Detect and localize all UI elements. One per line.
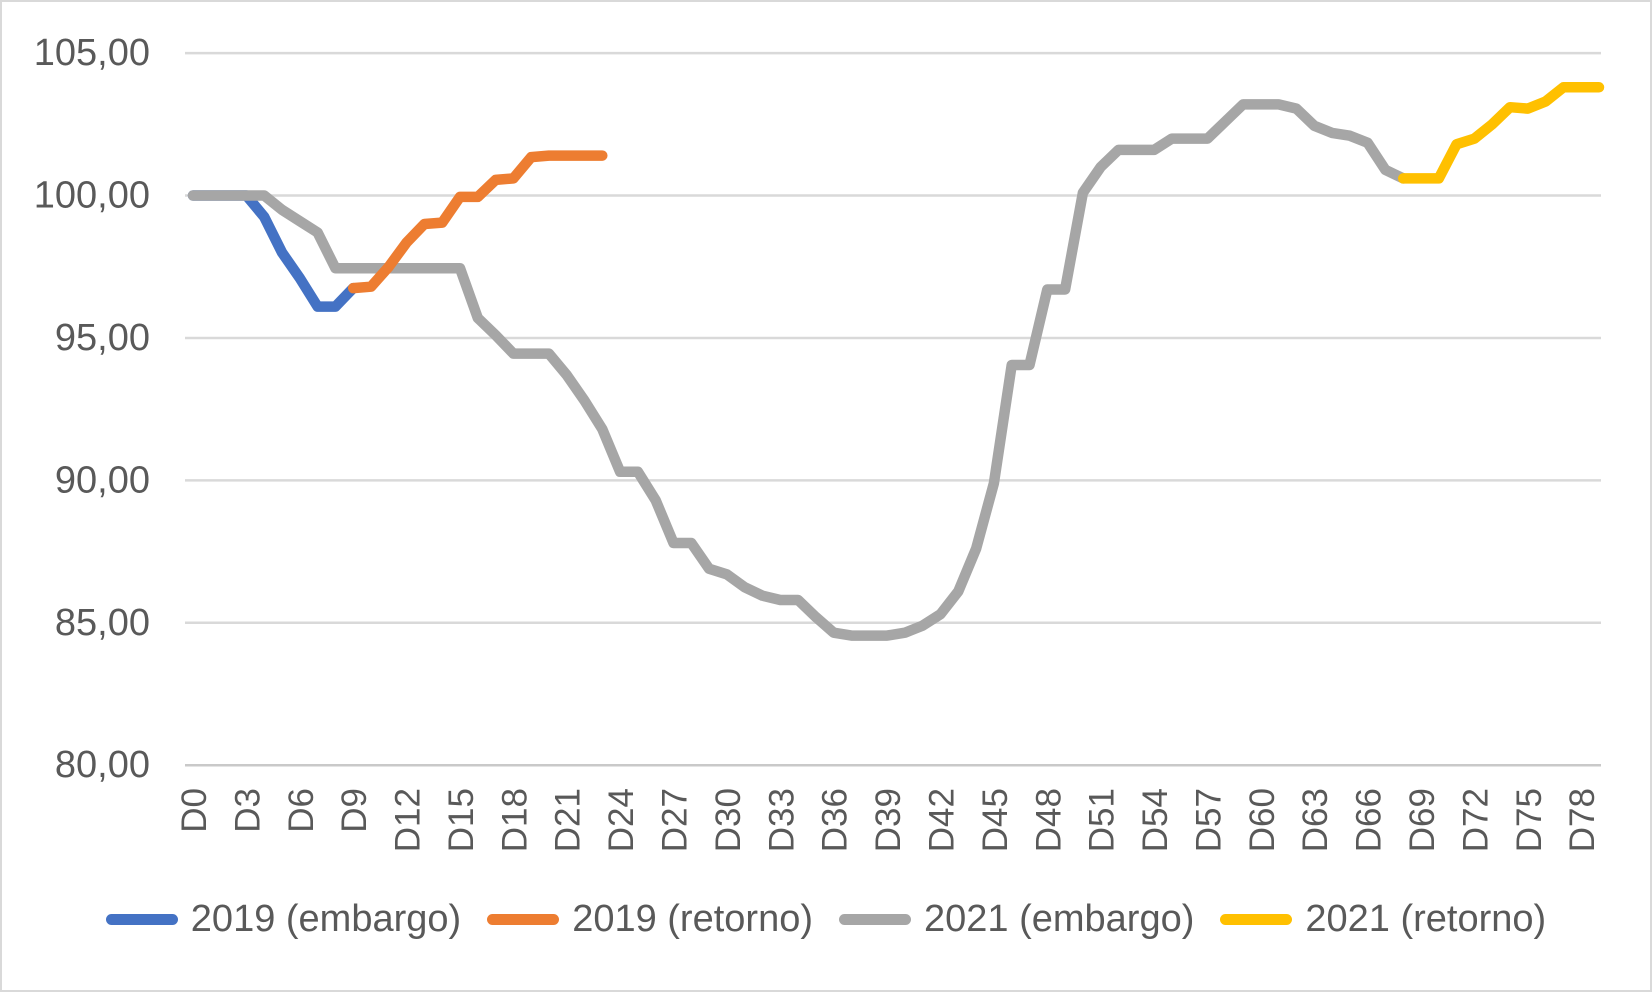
x-axis-tick-label: D69: [1403, 788, 1442, 852]
legend-item-2019-retorno[interactable]: 2019 (retorno): [487, 898, 813, 941]
legend-line-swatch: [487, 914, 560, 926]
x-axis-tick-label: D18: [495, 788, 534, 852]
x-axis-tick-label: D9: [335, 788, 374, 833]
x-axis-tick-label: D12: [389, 788, 428, 852]
chart-legend: 2019 (embargo) 2019 (retorno) 2021 (embarg…: [2, 898, 1650, 941]
x-axis-tick-label: D33: [762, 788, 801, 852]
legend-line-swatch: [839, 914, 911, 926]
x-axis-tick-label: D21: [549, 788, 588, 852]
y-axis-tick-label: 80,00: [55, 744, 150, 786]
x-axis-tick-label: D51: [1083, 788, 1122, 852]
series-line-2019-retorno[interactable]: [347, 150, 608, 294]
legend-item-2021-embargo[interactable]: 2021 (embargo): [839, 898, 1195, 941]
series-line-2021-retorno[interactable]: [1397, 82, 1605, 184]
x-axis-tick-label: D39: [869, 788, 908, 852]
legend-label: 2019 (embargo): [190, 898, 462, 940]
x-axis-tick-label: D78: [1563, 788, 1602, 852]
legend-label: 2021 (embargo): [924, 898, 1195, 940]
y-axis-tick-label: 95,00: [55, 317, 150, 359]
y-axis-tick-label: 85,00: [55, 602, 150, 644]
x-axis-tick-label: D15: [442, 788, 481, 852]
x-axis-tick-label: D24: [602, 788, 641, 852]
x-axis-tick-label: D36: [816, 788, 855, 852]
x-axis-tick-label: D45: [976, 788, 1015, 852]
x-axis-tick-label: D42: [922, 788, 961, 852]
y-axis-tick-label: 100,00: [34, 175, 150, 217]
legend-item-2021-retorno[interactable]: 2021 (retorno): [1220, 898, 1547, 941]
x-axis-tick-label: D48: [1029, 788, 1068, 852]
legend-line-swatch: [105, 914, 178, 926]
legend-label: 2021 (retorno): [1305, 898, 1547, 940]
x-axis-tick-label: D63: [1296, 788, 1335, 852]
legend-line-swatch: [1220, 914, 1293, 926]
x-axis-tick-label: D27: [656, 788, 695, 852]
x-axis-tick-label: D30: [709, 788, 748, 852]
legend-label: 2019 (retorno): [572, 898, 813, 940]
x-axis-tick-label: D6: [282, 788, 321, 833]
x-axis-tick-label: D57: [1189, 788, 1228, 852]
x-axis-tick-label: D72: [1456, 788, 1495, 852]
y-axis-tick-label: 90,00: [55, 459, 150, 501]
x-axis-tick-label: D0: [175, 788, 214, 833]
x-axis-tick-label: D60: [1243, 788, 1282, 852]
y-axis-tick-label: 105,00: [34, 32, 150, 74]
x-axis-tick-label: D75: [1510, 788, 1549, 852]
series-line-2021-embargo[interactable]: [187, 99, 1409, 641]
x-axis-tick-label: D3: [228, 788, 267, 833]
legend-item-2019-embargo[interactable]: 2019 (embargo): [105, 898, 462, 941]
x-axis-tick-label: D66: [1350, 788, 1389, 852]
x-axis-tick-label: D54: [1136, 788, 1175, 852]
